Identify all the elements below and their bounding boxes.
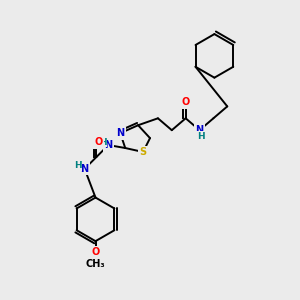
- Text: N: N: [196, 125, 204, 135]
- Text: CH₃: CH₃: [86, 259, 105, 269]
- Text: H: H: [74, 161, 82, 170]
- Text: O: O: [182, 98, 190, 107]
- Text: S: S: [140, 147, 147, 157]
- Text: H: H: [99, 138, 106, 147]
- Text: O: O: [94, 137, 103, 147]
- Text: N: N: [116, 128, 124, 138]
- Text: N: N: [104, 140, 112, 150]
- Text: H: H: [197, 132, 204, 141]
- Text: N: N: [80, 164, 89, 174]
- Text: O: O: [92, 247, 100, 257]
